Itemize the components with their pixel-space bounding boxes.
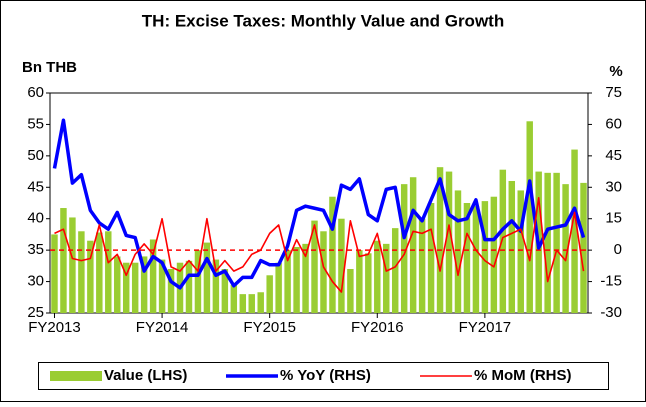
y2-axis-label: % [609,63,622,80]
bar [284,250,291,313]
bar [96,232,103,313]
bar [454,190,462,313]
bar [302,243,309,313]
bar [544,172,551,313]
y2-tick-label: -15 [600,273,622,290]
bar [427,203,435,313]
y2-tick-label: 30 [605,178,622,195]
bar [114,256,121,313]
line-series [54,196,585,293]
x-tick-label: FY2015 [243,319,296,336]
bar [409,177,417,313]
bar [122,262,130,313]
y-tick-label: 45 [27,178,44,195]
bar [194,250,202,313]
legend-label: % YoY (RHS) [280,367,371,384]
bar [185,260,193,313]
bar [400,184,408,313]
bar [374,240,381,313]
bar [418,218,426,313]
bar [311,220,318,313]
bar [436,167,444,313]
bar [248,294,255,313]
bar [356,250,363,313]
y2-tick-label: 75 [605,84,622,101]
bar [553,172,560,313]
bar [221,269,229,313]
bar [508,181,516,313]
bar [140,256,148,313]
bar [571,149,578,313]
bar [69,217,76,313]
x-tick-label: FY2016 [351,319,404,336]
plot-area [49,92,589,314]
y2-tick-label: 15 [605,210,622,227]
bar [87,240,94,313]
bar [293,247,300,313]
y-tick-label: 40 [27,210,44,227]
bar [562,184,569,313]
bar [347,269,354,313]
bar [131,262,139,313]
chart-title: TH: Excise Taxes: Monthly Value and Grow… [142,11,504,30]
bar [51,234,58,313]
x-tick-label: FY2017 [459,319,512,336]
bar [445,171,453,313]
y2-tick-label: 45 [605,147,622,164]
bar [517,190,524,313]
x-tick-label: FY2013 [28,319,81,336]
bar [320,231,327,313]
bar [212,259,220,313]
legend-swatch [50,371,102,381]
bar [463,203,471,313]
bar [472,206,480,313]
bar [78,231,85,313]
bar [499,169,507,313]
y-tick-label: 50 [27,147,44,164]
bar [230,284,238,313]
bar [105,231,112,313]
y2-tick-label: 60 [605,115,622,132]
bar [203,242,211,313]
bar [481,201,489,313]
y-tick-label: 35 [27,241,44,258]
bar [580,182,587,313]
bar [275,262,282,313]
y-axis-label: Bn THB [22,59,77,76]
bar [257,292,264,313]
bar [266,275,273,313]
bar [158,259,166,313]
bar [239,294,247,313]
bar [490,196,498,313]
y-tick-label: 30 [27,273,44,290]
bar [60,208,67,313]
y-tick-label: 25 [27,304,44,321]
y-tick-label: 55 [27,115,44,132]
line-series [52,118,586,290]
y-tick-label: 60 [27,84,44,101]
legend-label: % MoM (RHS) [474,367,572,384]
legend-box [38,362,609,390]
bar [338,218,345,313]
bar [167,269,175,313]
y2-tick-label: -30 [600,304,622,321]
bar [329,196,336,313]
bar [149,239,157,313]
y2-tick-label: 0 [614,241,622,258]
bar [526,121,533,314]
legend-label: Value (LHS) [104,367,187,384]
bar [383,243,390,313]
x-tick-label: FY2014 [136,319,189,336]
bar [365,253,372,313]
bar [391,228,399,313]
